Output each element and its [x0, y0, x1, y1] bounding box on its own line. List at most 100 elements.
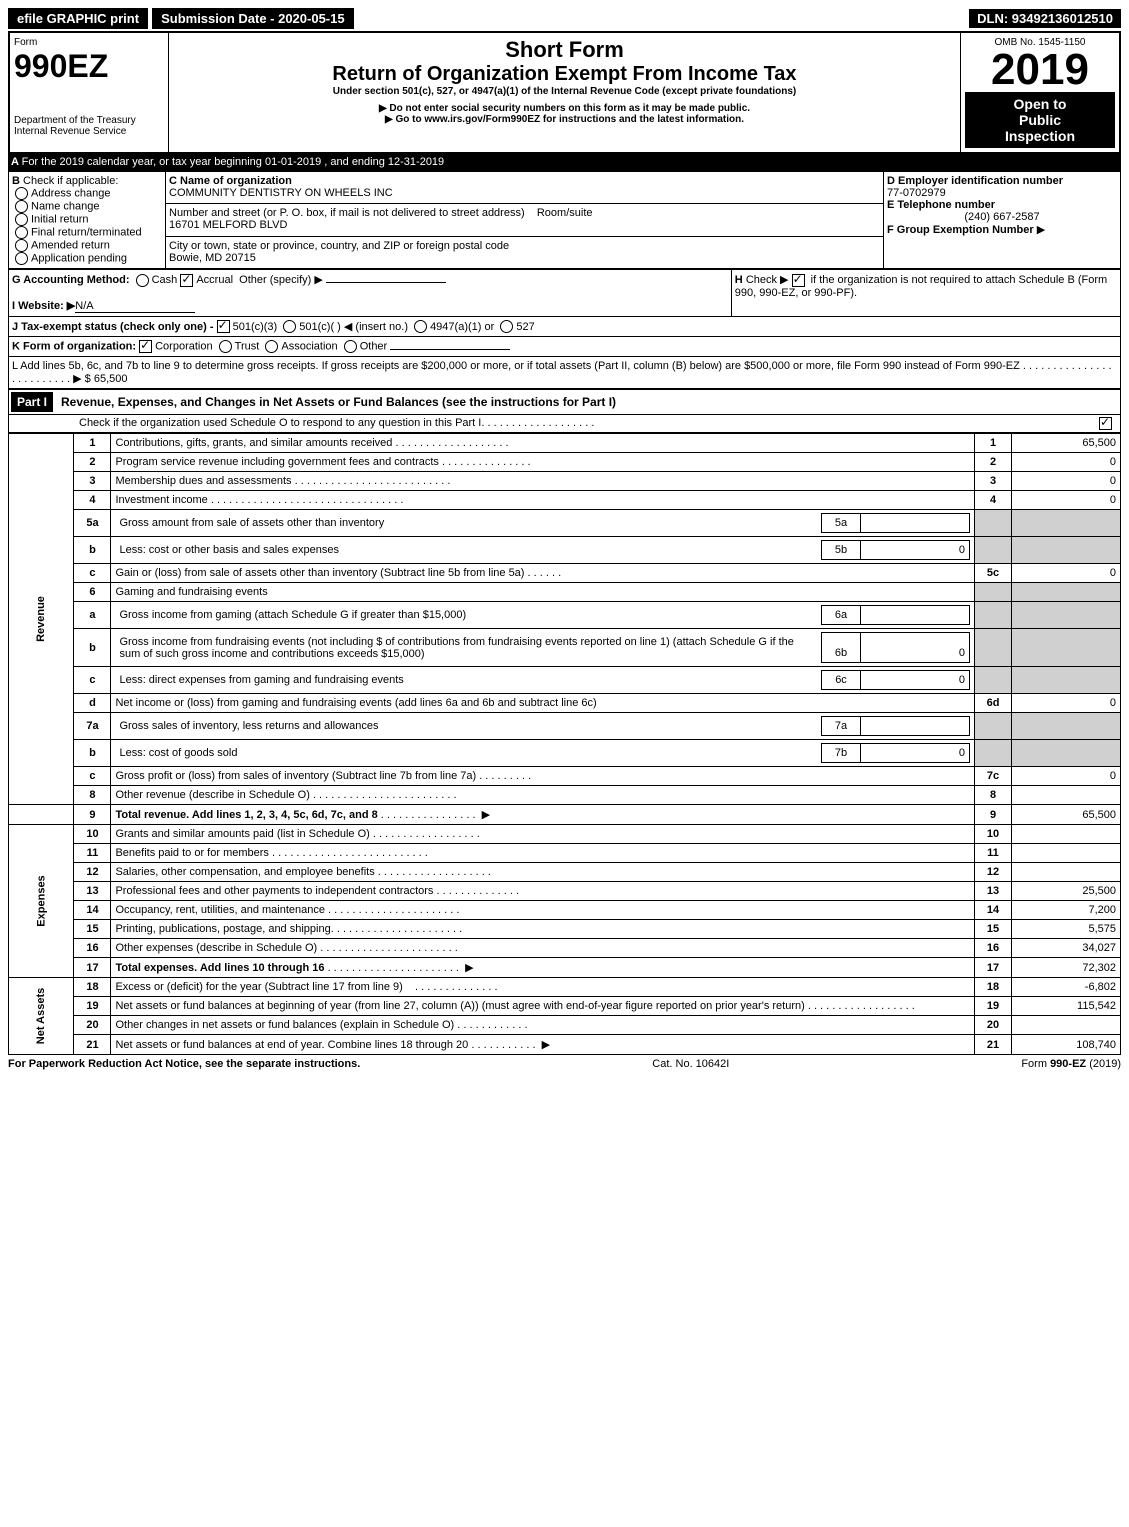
row-11-desc: Benefits paid to or for members . . . . … — [111, 844, 975, 863]
ein: 77-0702979 — [887, 187, 946, 199]
501c3-checkbox[interactable] — [217, 320, 230, 333]
other-method-input[interactable] — [326, 282, 446, 283]
subtitle: Under section 501(c), 527, or 4947(a)(1)… — [173, 86, 956, 97]
row-6c-desc: Less: direct expenses from gaming and fu… — [111, 667, 975, 694]
phone: (240) 667-2587 — [887, 211, 1117, 223]
city-label: City or town, state or province, country… — [169, 240, 509, 252]
row-12-desc: Salaries, other compensation, and employ… — [111, 863, 975, 882]
row-3-desc: Membership dues and assessments . . . . … — [111, 472, 975, 491]
irs-label: Internal Revenue Service — [14, 126, 164, 137]
i-website-label: I Website: ▶ — [12, 300, 75, 312]
name-change-radio[interactable] — [15, 200, 28, 213]
c-name-label: C Name of organization — [169, 175, 292, 187]
j-row: J Tax-exempt status (check only one) - 5… — [8, 317, 1121, 338]
row-7c-desc: Gross profit or (loss) from sales of inv… — [111, 767, 975, 786]
title-return: Return of Organization Exempt From Incom… — [173, 63, 956, 86]
part1-title: Revenue, Expenses, and Changes in Net As… — [61, 395, 616, 409]
trust-radio[interactable] — [219, 340, 232, 353]
row-7a-desc: Gross sales of inventory, less returns a… — [111, 713, 975, 740]
part1-badge: Part I — [11, 392, 53, 412]
l-row: L Add lines 5b, 6c, and 7b to line 9 to … — [8, 357, 1121, 389]
row-6d-desc: Net income or (loss) from gaming and fun… — [111, 694, 975, 713]
row-18-desc: Excess or (deficit) for the year (Subtra… — [111, 978, 975, 997]
top-bar: efile GRAPHIC print Submission Date - 20… — [8, 8, 1121, 29]
b-header: Check if applicable: — [23, 175, 118, 187]
row-9-desc: Total revenue. Add lines 1, 2, 3, 4, 5c,… — [111, 805, 975, 825]
row-2-desc: Program service revenue including govern… — [111, 453, 975, 472]
row-1-amt: 65,500 — [1012, 434, 1121, 453]
tax-year: 2019 — [965, 48, 1115, 92]
address-change-radio[interactable] — [15, 187, 28, 200]
g-h-block: G Accounting Method: Cash Accrual Other … — [8, 269, 1121, 317]
row-14-desc: Occupancy, rent, utilities, and maintena… — [111, 901, 975, 920]
room-label: Room/suite — [537, 207, 593, 219]
page-footer: For Paperwork Reduction Act Notice, see … — [8, 1055, 1121, 1070]
other-org-radio[interactable] — [344, 340, 357, 353]
schedule-o-checkbox[interactable] — [1099, 417, 1112, 430]
dln: DLN: 93492136012510 — [969, 9, 1121, 28]
entity-info: B Check if applicable: Address change Na… — [8, 171, 1121, 269]
row-10-desc: Grants and similar amounts paid (list in… — [111, 825, 975, 844]
efile-print-button[interactable]: efile GRAPHIC print — [8, 8, 148, 29]
form-number: 990EZ — [14, 48, 164, 85]
row-6a-desc: Gross income from gaming (attach Schedul… — [111, 602, 975, 629]
initial-return-radio[interactable] — [15, 213, 28, 226]
row-17-desc: Total expenses. Add lines 10 through 16 … — [111, 958, 975, 978]
city-state-zip: Bowie, MD 20715 — [169, 252, 256, 264]
row-5b-desc: Less: cost or other basis and sales expe… — [111, 537, 975, 564]
gross-receipts: $ 65,500 — [85, 373, 128, 385]
row-8-desc: Other revenue (describe in Schedule O) .… — [111, 786, 975, 805]
form-header: Form 990EZ Department of the Treasury In… — [8, 31, 1121, 154]
row-21-desc: Net assets or fund balances at end of ye… — [111, 1035, 975, 1055]
501c-radio[interactable] — [283, 320, 296, 333]
row-13-desc: Professional fees and other payments to … — [111, 882, 975, 901]
row-6-desc: Gaming and fundraising events — [111, 583, 975, 602]
part1-table: Revenue 1Contributions, gifts, grants, a… — [8, 433, 1121, 1055]
row-15-desc: Printing, publications, postage, and shi… — [111, 920, 975, 939]
row-7b-desc: Less: cost of goods sold7b0 — [111, 740, 975, 767]
final-return-radio[interactable] — [15, 226, 28, 239]
e-phone-label: E Telephone number — [887, 199, 995, 211]
row-1-desc: Contributions, gifts, grants, and simila… — [111, 434, 975, 453]
row-4-desc: Investment income . . . . . . . . . . . … — [111, 491, 975, 510]
open-to-public-inspection: Open toPublicInspection — [965, 92, 1115, 148]
row-5a-desc: Gross amount from sale of assets other t… — [111, 510, 975, 537]
row-16-desc: Other expenses (describe in Schedule O) … — [111, 939, 975, 958]
application-pending-radio[interactable] — [15, 252, 28, 265]
net-assets-side-label: Net Assets — [9, 978, 74, 1055]
part1-sub: Check if the organization used Schedule … — [8, 415, 1121, 433]
accrual-checkbox[interactable] — [180, 274, 193, 287]
h-checkbox[interactable] — [792, 274, 805, 287]
k-row: K Form of organization: Corporation Trus… — [8, 337, 1121, 357]
form-word: Form — [14, 37, 164, 48]
f-group-label: F Group Exemption Number — [887, 224, 1034, 236]
revenue-side-label: Revenue — [9, 434, 74, 805]
association-radio[interactable] — [265, 340, 278, 353]
d-ein-label: D Employer identification number — [887, 175, 1063, 187]
ssn-warning: Do not enter social security numbers on … — [173, 103, 956, 114]
row-5c-desc: Gain or (loss) from sale of assets other… — [111, 564, 975, 583]
goto-link[interactable]: Go to www.irs.gov/Form990EZ for instruct… — [173, 114, 956, 125]
street-address: 16701 MELFORD BLVD — [169, 219, 287, 231]
title-short-form: Short Form — [173, 37, 956, 63]
dept-treasury: Department of the Treasury — [14, 115, 164, 126]
row-20-desc: Other changes in net assets or fund bala… — [111, 1016, 975, 1035]
corporation-checkbox[interactable] — [139, 340, 152, 353]
expenses-side-label: Expenses — [9, 825, 74, 978]
row-19-desc: Net assets or fund balances at beginning… — [111, 997, 975, 1016]
footer-right: Form 990-EZ (2019) — [1021, 1058, 1121, 1070]
footer-left: For Paperwork Reduction Act Notice, see … — [8, 1058, 360, 1070]
4947-radio[interactable] — [414, 320, 427, 333]
g-label: G Accounting Method: — [12, 274, 130, 286]
website-value: N/A — [75, 300, 195, 313]
527-radio[interactable] — [500, 320, 513, 333]
amended-return-radio[interactable] — [15, 239, 28, 252]
submission-date: Submission Date - 2020-05-15 — [152, 8, 354, 29]
row-6b-desc: Gross income from fundraising events (no… — [111, 629, 975, 667]
footer-center: Cat. No. 10642I — [652, 1058, 729, 1070]
cash-radio[interactable] — [136, 274, 149, 287]
addr-label: Number and street (or P. O. box, if mail… — [169, 207, 525, 219]
line-a: A For the 2019 calendar year, or tax yea… — [8, 154, 1121, 171]
other-org-input[interactable] — [390, 349, 510, 350]
part1-header-row: Part I Revenue, Expenses, and Changes in… — [8, 389, 1121, 415]
